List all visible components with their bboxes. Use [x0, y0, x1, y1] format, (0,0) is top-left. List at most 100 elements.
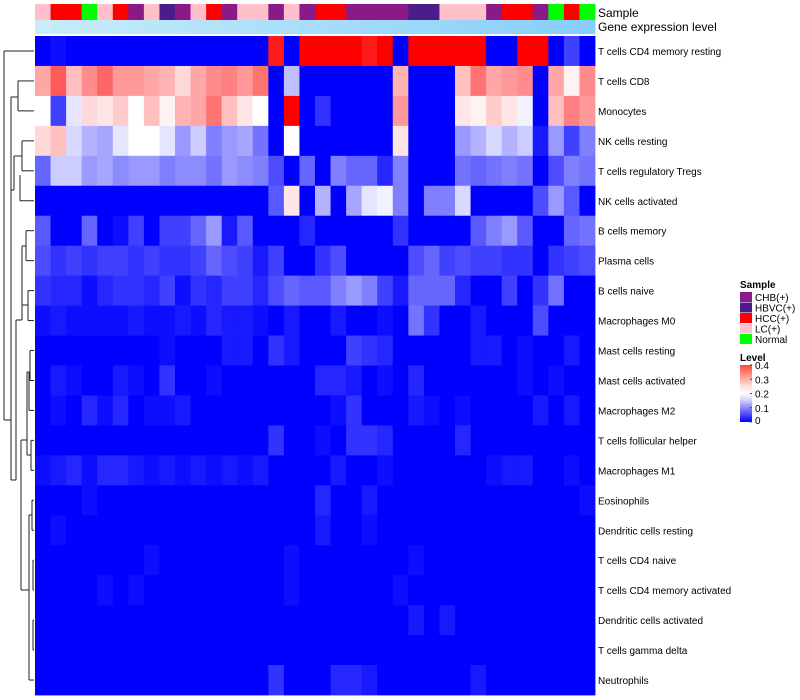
heatmap-cell	[299, 485, 316, 516]
sample-cell	[470, 4, 487, 20]
heatmap-cell	[315, 425, 331, 456]
heatmap-cell	[159, 65, 176, 97]
heatmap-cell	[517, 605, 534, 636]
heatmap-cell	[190, 545, 207, 576]
heatmap-cell	[346, 305, 363, 336]
heatmap-cell	[143, 485, 160, 516]
heatmap-cell	[439, 155, 456, 187]
heatmap-cell	[206, 125, 223, 157]
heatmap-cell	[143, 215, 160, 247]
heatmap-cell	[190, 425, 207, 456]
heatmap-cell	[439, 605, 456, 636]
heatmap-cell	[268, 365, 285, 396]
heatmap-cell	[190, 515, 207, 546]
gene-track-cell	[66, 20, 83, 34]
heatmap-cell	[377, 215, 394, 247]
sample-cell	[50, 4, 67, 20]
heatmap-cell	[237, 635, 254, 666]
heatmap-cell	[579, 395, 596, 426]
heatmap-cell	[299, 455, 316, 486]
legend-swatch	[740, 292, 752, 302]
heatmap-cell	[486, 605, 503, 636]
heatmap-cell	[81, 155, 98, 187]
heatmap-cell	[377, 545, 394, 576]
heatmap-cell	[548, 635, 565, 666]
gene-track-cell	[112, 20, 129, 34]
heatmap-cell	[206, 185, 223, 217]
heatmap-cell	[563, 215, 580, 247]
heatmap-cell	[66, 545, 83, 576]
heatmap-cell	[268, 36, 285, 67]
heatmap-cell	[97, 65, 114, 97]
heatmap-cell	[486, 335, 503, 366]
heatmap-cell	[579, 215, 596, 247]
heatmap-cell	[128, 575, 145, 606]
heatmap-cell	[206, 36, 223, 67]
heatmap-cell	[35, 215, 51, 247]
gene-track-cell	[563, 20, 580, 34]
heatmap-cell	[175, 155, 191, 187]
heatmap-cell	[563, 125, 580, 157]
heatmap-cell	[50, 515, 67, 546]
heatmap-cell	[221, 395, 238, 426]
heatmap-cell	[143, 545, 160, 576]
legend-label: HCC(+)	[755, 314, 789, 325]
heatmap-cell	[501, 275, 518, 306]
heatmap-cell	[392, 335, 409, 366]
heatmap-cell	[517, 36, 534, 67]
heatmap-cell	[361, 635, 378, 666]
sample-cell	[97, 4, 114, 20]
heatmap-cell	[35, 95, 51, 127]
heatmap-cell	[252, 36, 269, 67]
heatmap-cell	[221, 455, 238, 486]
heatmap-cell	[268, 95, 285, 127]
heatmap-cell	[128, 245, 145, 277]
heatmap-cell	[50, 335, 67, 366]
heatmap-cell	[548, 275, 565, 306]
heatmap-cell	[532, 605, 549, 636]
heatmap-cell	[50, 155, 67, 187]
heatmap-cell	[532, 545, 549, 576]
heatmap-cell	[517, 455, 534, 486]
sample-cell	[346, 4, 363, 20]
legend: Sample CHB(+)HBVC(+)HCC(+)LC(+)Normal Le…	[740, 280, 795, 427]
heatmap-cell	[408, 275, 425, 306]
heatmap-cell	[361, 95, 378, 127]
row-label: Dendritic cells activated	[598, 616, 703, 627]
heatmap-cell	[206, 575, 223, 606]
heatmap-cell	[112, 245, 129, 277]
heatmap-cell	[81, 665, 98, 696]
heatmap-cell	[548, 455, 565, 486]
heatmap-cell	[532, 95, 549, 127]
row-label: T cells CD8	[598, 77, 650, 88]
heatmap-cell	[346, 545, 363, 576]
row-label: T cells CD4 naive	[598, 556, 677, 567]
heatmap-cell	[439, 545, 456, 576]
heatmap-cell	[408, 365, 425, 396]
heatmap-cell	[143, 305, 160, 336]
heatmap-cell	[175, 665, 191, 696]
heatmap-cell	[361, 125, 378, 157]
heatmap-cell	[548, 365, 565, 396]
heatmap-cell	[330, 275, 347, 306]
row-label: Dendritic cells resting	[598, 526, 693, 537]
heatmap-cell	[361, 545, 378, 576]
legend-swatch	[740, 302, 752, 313]
heatmap-cell	[81, 395, 98, 426]
row-label: T cells follicular helper	[598, 436, 697, 447]
heatmap-cell	[128, 65, 145, 97]
gene-track-cell	[315, 20, 331, 34]
row-label: Eosinophils	[598, 496, 649, 507]
heatmap-cell	[532, 335, 549, 366]
sample-cell	[66, 4, 83, 20]
heatmap-cell	[346, 36, 363, 67]
heatmap-cell	[532, 665, 549, 696]
heatmap-cell	[112, 605, 129, 636]
sample-cell	[501, 4, 518, 20]
heatmap-cell	[66, 36, 83, 67]
heatmap-cell	[486, 455, 503, 486]
heatmap-cell	[455, 425, 471, 456]
gene-track-cell	[283, 20, 300, 34]
heatmap-cell	[501, 665, 518, 696]
heatmap-cell	[408, 65, 425, 97]
